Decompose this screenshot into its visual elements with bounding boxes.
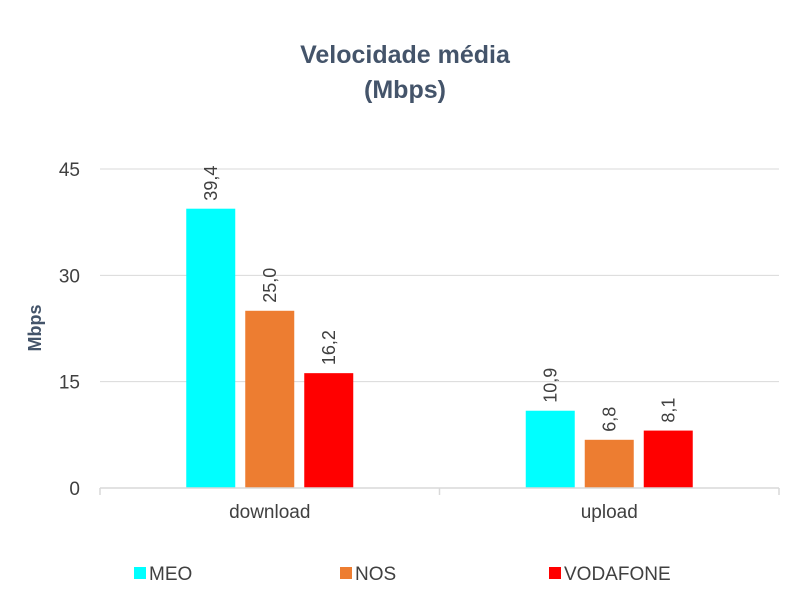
x-category-label: upload: [581, 502, 638, 523]
chart-title-line1: Velocidade média: [300, 41, 511, 69]
y-tick-label: 45: [59, 160, 80, 181]
bar-meo-upload: [525, 410, 575, 488]
data-label: 10,9: [540, 368, 560, 403]
y-axis-label: Mbps: [25, 305, 45, 352]
data-label: 39,4: [201, 166, 221, 201]
x-category-label: download: [229, 502, 310, 523]
data-label: 8,1: [658, 398, 678, 423]
x-axis: [99, 487, 780, 495]
legend-label: MEO: [149, 564, 192, 585]
data-label: 25,0: [260, 268, 280, 303]
legend-swatch: [549, 567, 561, 579]
bar-vodafone-upload: [643, 430, 693, 488]
legend-label: VODAFONE: [564, 564, 671, 585]
legend-item-vodafone: VODAFONE: [549, 564, 671, 585]
data-labels: 39,4 25,0 16,2 10,9 6,8 8,1: [201, 166, 679, 432]
chart-title-line2: (Mbps): [364, 76, 446, 104]
y-tick-label: 30: [59, 266, 80, 287]
legend-label: NOS: [355, 564, 396, 585]
legend-item-nos: NOS: [340, 564, 396, 585]
bar-nos-upload: [584, 439, 634, 488]
data-label: 16,2: [319, 330, 339, 365]
bar-nos-download: [245, 310, 295, 488]
x-axis-categories: download upload: [229, 502, 638, 523]
legend-item-meo: MEO: [134, 564, 192, 585]
y-tick-label: 0: [69, 479, 80, 500]
data-label: 6,8: [599, 407, 619, 432]
bar-vodafone-download: [304, 373, 354, 488]
legend: MEO NOS VODAFONE: [134, 564, 671, 585]
y-tick-label: 15: [59, 373, 80, 394]
bar-meo-download: [186, 208, 236, 488]
legend-swatch: [340, 567, 352, 579]
legend-swatch: [134, 567, 146, 579]
y-axis-ticks: 0 15 30 45: [59, 160, 80, 500]
bars: [186, 208, 693, 488]
